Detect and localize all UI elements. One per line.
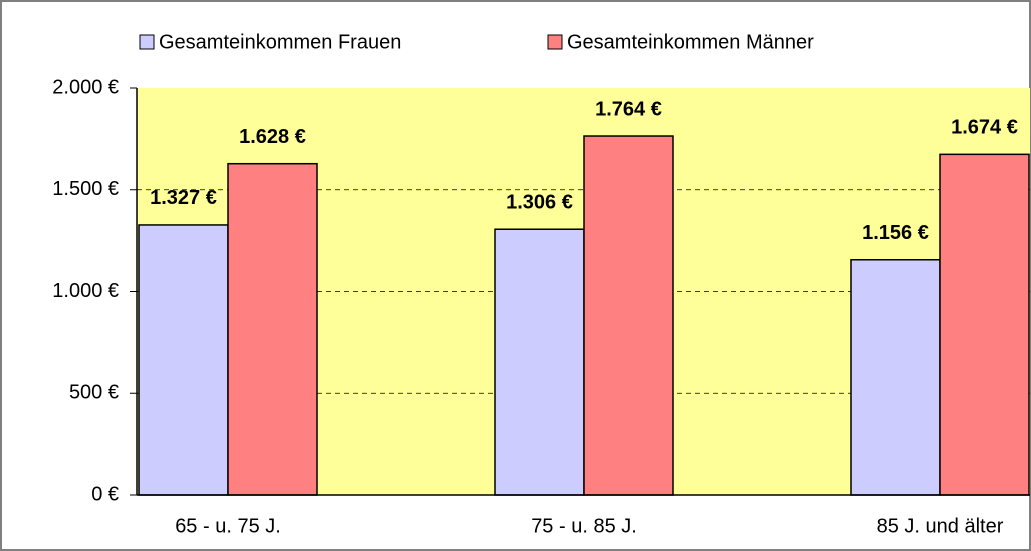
data-label: 1.156 € xyxy=(862,222,929,244)
legend-swatch xyxy=(139,34,155,50)
bar xyxy=(494,228,585,496)
data-label: 1.306 € xyxy=(506,192,573,214)
legend-label: Gesamteinkommen Männer xyxy=(567,31,814,53)
x-tick-label: 85 J. und älter xyxy=(877,515,1004,537)
bar xyxy=(939,153,1030,496)
bar xyxy=(583,135,674,496)
data-label: 1.628 € xyxy=(239,126,306,148)
data-label: 1.674 € xyxy=(951,117,1018,139)
legend-label: Gesamteinkommen Frauen xyxy=(159,31,401,53)
legend-swatch xyxy=(547,34,563,50)
y-tick-label: 1.500 € xyxy=(52,178,119,200)
y-tick-label: 0 € xyxy=(91,483,119,505)
data-label: 1.327 € xyxy=(150,187,217,209)
y-tick-label: 500 € xyxy=(69,382,119,404)
bar xyxy=(850,259,941,496)
y-tick-label: 2.000 € xyxy=(52,76,119,98)
bar xyxy=(227,162,318,496)
x-tick-label: 65 - u. 75 J. xyxy=(175,515,281,537)
data-label: 1.764 € xyxy=(595,98,662,120)
bar xyxy=(138,224,229,496)
x-tick-label: 75 - u. 85 J. xyxy=(531,515,637,537)
y-tick-label: 1.000 € xyxy=(52,280,119,302)
